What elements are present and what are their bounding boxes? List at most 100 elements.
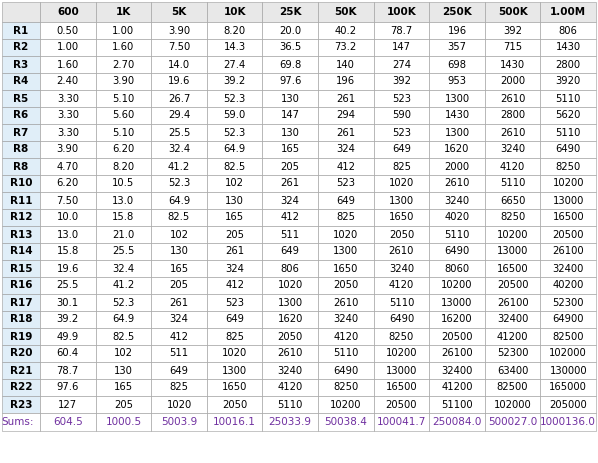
Bar: [318, 209, 374, 226]
Text: 324: 324: [170, 314, 188, 325]
Bar: [151, 22, 207, 39]
Bar: [207, 2, 263, 22]
Text: 20500: 20500: [553, 230, 584, 239]
Bar: [374, 209, 429, 226]
Bar: [318, 90, 374, 107]
Bar: [541, 124, 596, 141]
Bar: [40, 209, 96, 226]
Bar: [151, 294, 207, 311]
Bar: [96, 141, 151, 158]
Text: 1.00: 1.00: [112, 25, 135, 36]
Bar: [429, 73, 485, 90]
Bar: [263, 243, 318, 260]
Text: 40.2: 40.2: [335, 25, 357, 36]
Text: 10.5: 10.5: [112, 179, 135, 188]
Bar: [374, 413, 429, 431]
Bar: [40, 2, 96, 22]
Text: 26100: 26100: [553, 246, 584, 257]
Text: 2.70: 2.70: [112, 60, 135, 69]
Bar: [485, 22, 541, 39]
Bar: [541, 345, 596, 362]
Bar: [374, 73, 429, 90]
Text: 102000: 102000: [494, 400, 532, 409]
Text: 3240: 3240: [389, 263, 414, 274]
Text: 3.30: 3.30: [57, 94, 79, 104]
Bar: [318, 226, 374, 243]
Bar: [2, 209, 40, 226]
Text: R5: R5: [13, 94, 29, 104]
Bar: [429, 22, 485, 39]
Bar: [151, 124, 207, 141]
Text: 130: 130: [114, 365, 133, 375]
Text: 600: 600: [57, 7, 79, 17]
Bar: [374, 243, 429, 260]
Bar: [374, 396, 429, 413]
Bar: [151, 158, 207, 175]
Text: 52.3: 52.3: [112, 298, 135, 307]
Text: 392: 392: [392, 76, 411, 87]
Text: 196: 196: [447, 25, 466, 36]
Bar: [429, 39, 485, 56]
Bar: [541, 90, 596, 107]
Text: R13: R13: [10, 230, 32, 239]
Text: 165: 165: [114, 382, 133, 393]
Bar: [96, 328, 151, 345]
Text: 5K: 5K: [172, 7, 187, 17]
Bar: [318, 396, 374, 413]
Text: 39.2: 39.2: [57, 314, 79, 325]
Text: 649: 649: [280, 246, 300, 257]
Bar: [263, 362, 318, 379]
Text: 5110: 5110: [333, 349, 358, 358]
Bar: [485, 158, 541, 175]
Bar: [374, 379, 429, 396]
Text: 13.0: 13.0: [112, 195, 135, 206]
Text: 715: 715: [503, 43, 522, 52]
Text: 20.0: 20.0: [279, 25, 301, 36]
Bar: [318, 345, 374, 362]
Bar: [40, 158, 96, 175]
Text: 649: 649: [336, 195, 355, 206]
Bar: [207, 209, 263, 226]
Text: 41.2: 41.2: [112, 281, 135, 290]
Bar: [374, 107, 429, 124]
Text: 97.6: 97.6: [279, 76, 301, 87]
Bar: [2, 192, 40, 209]
Text: 13000: 13000: [386, 365, 417, 375]
Bar: [96, 226, 151, 243]
Bar: [2, 90, 40, 107]
Text: 49.9: 49.9: [57, 332, 79, 342]
Bar: [318, 328, 374, 345]
Bar: [429, 192, 485, 209]
Bar: [151, 175, 207, 192]
Bar: [40, 294, 96, 311]
Bar: [151, 277, 207, 294]
Bar: [263, 379, 318, 396]
Bar: [207, 345, 263, 362]
Bar: [318, 158, 374, 175]
Bar: [40, 413, 96, 431]
Text: 64.9: 64.9: [168, 195, 190, 206]
Text: 102: 102: [225, 179, 244, 188]
Bar: [96, 2, 151, 22]
Bar: [96, 209, 151, 226]
Bar: [485, 73, 541, 90]
Bar: [151, 192, 207, 209]
Text: 4.70: 4.70: [57, 162, 79, 171]
Text: 21.0: 21.0: [112, 230, 135, 239]
Bar: [263, 124, 318, 141]
Bar: [318, 311, 374, 328]
Bar: [429, 413, 485, 431]
Text: 5110: 5110: [500, 179, 525, 188]
Text: 5110: 5110: [556, 127, 581, 138]
Text: 6490: 6490: [444, 246, 469, 257]
Bar: [429, 107, 485, 124]
Bar: [429, 226, 485, 243]
Text: 2610: 2610: [500, 94, 525, 104]
Bar: [374, 56, 429, 73]
Text: 5110: 5110: [389, 298, 414, 307]
Text: 825: 825: [336, 213, 355, 223]
Bar: [96, 90, 151, 107]
Text: 1300: 1300: [389, 195, 414, 206]
Text: 1650: 1650: [389, 213, 414, 223]
Text: 20500: 20500: [386, 400, 417, 409]
